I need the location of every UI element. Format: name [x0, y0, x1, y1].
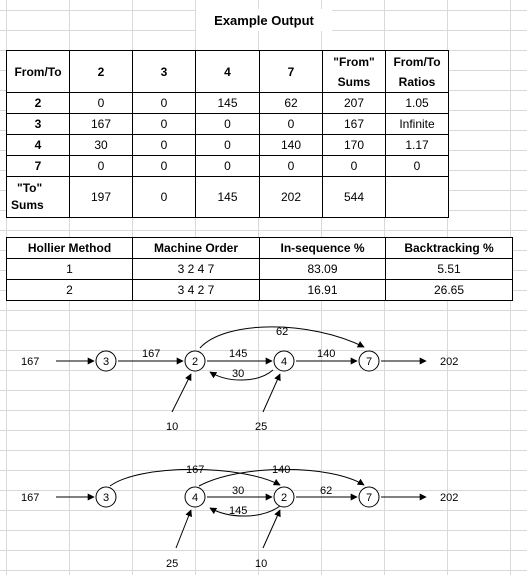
to-sums-row: "To" Sums 197 0 145 202 544 [6, 176, 449, 218]
flow-label: 30 [232, 485, 244, 497]
value-cell[interactable]: 145 [195, 92, 260, 114]
methods-header-row: Hollier Method Machine Order In-sequence… [6, 237, 513, 259]
to-sums-label-line2: Sums [11, 198, 44, 212]
to-sums-label-line1: "To" [17, 181, 43, 195]
flow-label: 145 [229, 505, 247, 517]
from-to-table: From/To 2 3 4 7 "From" Sums From/To Ratios… [6, 50, 449, 218]
input-label: 167 [21, 356, 39, 368]
from-sums-header-cell[interactable]: "From" Sums [322, 50, 386, 93]
backtracking-cell[interactable]: 26.65 [385, 279, 513, 301]
output-label: 202 [440, 492, 458, 504]
node-label: 3 [103, 492, 109, 504]
from-sums-header-line2: Sums [337, 74, 371, 89]
machine-node [358, 350, 380, 372]
flow-label: 10 [166, 421, 178, 433]
node-label: 7 [366, 356, 372, 368]
machine-node [95, 350, 117, 372]
ratios-header-cell[interactable]: From/To Ratios [385, 50, 449, 93]
machine-node [358, 486, 380, 508]
node-label: 4 [281, 356, 287, 368]
table-row: 1 3 2 4 7 83.09 5.51 [6, 258, 513, 280]
header-cell-machine-order[interactable]: Machine Order [132, 237, 260, 259]
total-cell[interactable]: 544 [322, 176, 386, 218]
flow-label: 140 [317, 348, 335, 360]
node-label: 7 [366, 492, 372, 504]
flow-label: 30 [232, 368, 244, 380]
sheet-title: Example Output [196, 9, 332, 31]
flow-label: 62 [320, 485, 332, 497]
to-sum-cell[interactable]: 197 [69, 176, 133, 218]
from-to-header-row: From/To 2 3 4 7 "From" Sums From/To Ratios [6, 50, 449, 93]
methods-table: Hollier Method Machine Order In-sequence… [6, 237, 513, 301]
machine-node [273, 350, 295, 372]
machine-node [95, 486, 117, 508]
ratios-header-line1: From/To [393, 54, 441, 69]
machine-node [184, 350, 206, 372]
order-cell[interactable]: 3 4 2 7 [132, 279, 260, 301]
flow-label: 25 [255, 421, 267, 433]
node-label: 4 [192, 492, 198, 504]
table-row: 2 3 4 2 7 16.91 26.65 [6, 279, 513, 301]
table-row: 3 167 0 0 0 167 Infinite [6, 113, 449, 135]
ratios-header-line2: Ratios [398, 74, 436, 89]
column-header-cell[interactable]: 7 [259, 50, 323, 93]
input-label: 167 [21, 492, 39, 504]
ratio-cell[interactable]: 1.17 [385, 134, 449, 156]
machine-node [273, 486, 295, 508]
diagram-2 [56, 468, 427, 549]
ratio-cell[interactable]: Infinite [385, 113, 449, 135]
corner-cell[interactable]: From/To [6, 50, 70, 93]
in-sequence-cell[interactable]: 83.09 [259, 258, 386, 280]
total-ratio-cell[interactable] [385, 176, 449, 218]
value-cell[interactable]: 140 [259, 134, 323, 156]
flow-label: 25 [166, 558, 178, 570]
to-sums-label-cell[interactable]: "To" Sums [6, 176, 70, 218]
flow-label: 167 [142, 348, 160, 360]
flow-label: 167 [186, 464, 204, 476]
in-sequence-cell[interactable]: 16.91 [259, 279, 386, 301]
output-label: 202 [440, 356, 458, 368]
to-sum-cell[interactable]: 202 [259, 176, 323, 218]
node-label: 3 [103, 356, 109, 368]
to-sum-cell[interactable]: 145 [195, 176, 260, 218]
from-sums-header-line1: "From" [333, 54, 375, 69]
flow-label: 145 [229, 348, 247, 360]
flow-label: 62 [276, 326, 288, 338]
diagram-1 [56, 326, 427, 413]
header-cell-backtracking[interactable]: Backtracking % [385, 237, 513, 259]
node-label: 2 [281, 492, 287, 504]
column-header-cell[interactable]: 4 [195, 50, 260, 93]
flow-label: 140 [272, 464, 290, 476]
node-label: 2 [192, 356, 198, 368]
flow-label: 10 [255, 558, 267, 570]
machine-node [184, 486, 206, 508]
